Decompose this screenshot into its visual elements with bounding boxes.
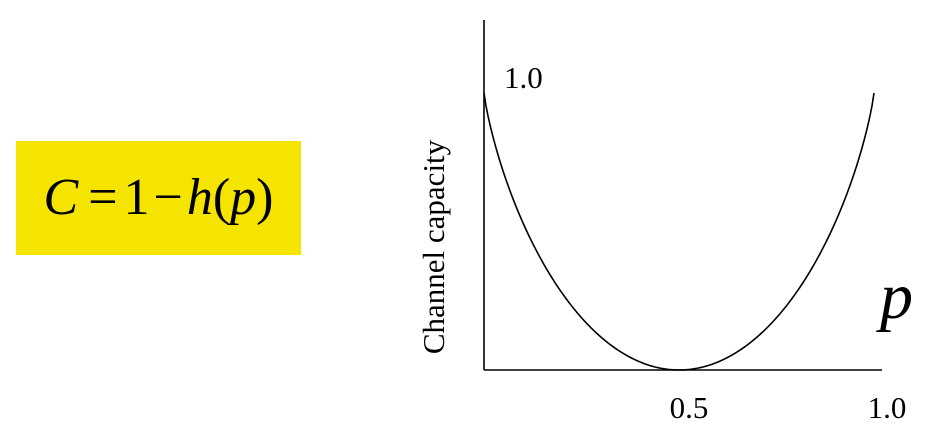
formula-box: C = 1 − h ( p ) xyxy=(16,141,301,255)
formula-close-paren: ) xyxy=(256,169,274,226)
formula-argument: p xyxy=(230,169,257,226)
formula-one: 1 xyxy=(123,169,150,226)
formula-equals-sign: = xyxy=(88,169,118,226)
formula-capacity-symbol: C xyxy=(43,169,79,226)
formula-open-paren: ( xyxy=(212,169,231,226)
y-tick-label: 1.0 xyxy=(504,60,543,95)
y-axis-label: Channel capacity xyxy=(416,139,451,354)
x-axis-label: p xyxy=(876,260,913,333)
x-tick-label: 1.0 xyxy=(868,390,907,425)
formula-entropy-function: h xyxy=(186,169,213,226)
capacity-curve xyxy=(483,92,875,371)
formula-minus-sign: − xyxy=(153,169,183,226)
x-tick-label: 0.5 xyxy=(670,390,709,425)
